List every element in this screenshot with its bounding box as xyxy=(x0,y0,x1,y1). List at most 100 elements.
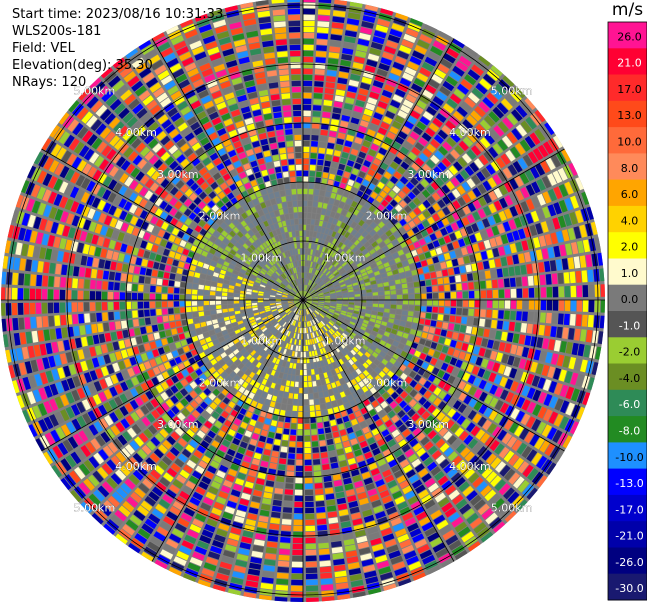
velocity-gate xyxy=(323,421,330,428)
velocity-gate xyxy=(525,198,535,211)
velocity-gate xyxy=(175,274,182,281)
velocity-gate xyxy=(338,358,344,365)
velocity-gate xyxy=(455,249,463,257)
velocity-gate xyxy=(397,501,408,511)
velocity-gate xyxy=(524,135,536,149)
velocity-gate xyxy=(316,278,321,284)
velocity-gate xyxy=(305,345,309,352)
velocity-gate xyxy=(324,294,330,297)
velocity-gate xyxy=(508,266,515,277)
velocity-gate xyxy=(344,354,351,361)
velocity-gate xyxy=(388,318,395,324)
velocity-gate xyxy=(344,276,350,281)
velocity-gate xyxy=(519,215,528,226)
velocity-gate xyxy=(504,300,511,309)
velocity-gate xyxy=(364,331,370,337)
velocity-gate xyxy=(306,294,311,298)
velocity-gate xyxy=(344,140,353,148)
velocity-gate xyxy=(366,289,372,293)
velocity-gate xyxy=(299,321,301,328)
velocity-gate xyxy=(381,199,389,207)
velocity-gate xyxy=(494,479,506,492)
velocity-gate xyxy=(348,192,356,200)
velocity-gate xyxy=(303,98,312,105)
velocity-gate xyxy=(311,435,318,441)
velocity-gate xyxy=(333,387,339,394)
velocity-gate xyxy=(395,387,404,395)
velocity-gate xyxy=(331,546,343,554)
velocity-gate xyxy=(487,177,497,188)
velocity-gate xyxy=(348,154,357,162)
velocity-gate xyxy=(325,378,330,384)
velocity-gate xyxy=(319,342,324,348)
velocity-gate xyxy=(267,431,275,439)
velocity-gate xyxy=(312,381,317,387)
velocity-gate xyxy=(320,572,333,579)
velocity-gate xyxy=(445,225,454,234)
velocity-gate xyxy=(424,235,432,244)
velocity-gate xyxy=(591,253,599,267)
velocity-gate xyxy=(318,147,326,154)
velocity-gate xyxy=(317,361,321,368)
velocity-gate xyxy=(471,263,478,272)
velocity-gate xyxy=(369,442,378,451)
velocity-gate xyxy=(348,304,354,308)
velocity-gate xyxy=(299,333,302,340)
velocity-gate xyxy=(358,219,365,227)
velocity-gate xyxy=(361,471,371,480)
velocity-gate xyxy=(168,308,174,315)
velocity-gate xyxy=(466,178,476,189)
velocity-gate xyxy=(423,390,432,399)
velocity-gate xyxy=(487,215,496,226)
velocity-gate xyxy=(361,114,371,122)
velocity-gate xyxy=(376,333,383,339)
velocity-gate xyxy=(293,525,303,532)
velocity-gate xyxy=(292,369,296,375)
velocity-gate xyxy=(333,199,340,207)
velocity-gate xyxy=(313,311,318,317)
velocity-gate xyxy=(530,361,538,373)
velocity-gate xyxy=(357,388,364,396)
velocity-gate xyxy=(296,459,303,466)
velocity-gate xyxy=(522,154,533,167)
velocity-gate xyxy=(304,285,306,291)
velocity-gate xyxy=(314,285,320,290)
velocity-gate xyxy=(400,161,410,170)
velocity-gate xyxy=(486,360,495,371)
velocity-gate xyxy=(343,477,352,485)
velocity-gate xyxy=(350,73,361,82)
velocity-gate xyxy=(355,99,365,108)
velocity-gate xyxy=(556,354,565,367)
velocity-gate xyxy=(273,439,281,446)
velocity-gate xyxy=(462,300,469,307)
velocity-gate xyxy=(392,120,402,130)
velocity-gate xyxy=(327,283,333,287)
velocity-gate xyxy=(441,558,454,568)
velocity-gate xyxy=(311,268,315,274)
velocity-gate xyxy=(390,264,397,270)
velocity-gate xyxy=(466,114,478,126)
velocity-gate xyxy=(305,495,314,502)
velocity-gate xyxy=(415,330,422,337)
elevation-label: Elevation(deg): 35.30 xyxy=(12,58,153,73)
velocity-gate xyxy=(349,244,356,250)
velocity-gate xyxy=(327,142,335,149)
velocity-gate xyxy=(476,171,486,182)
velocity-gate xyxy=(355,368,362,375)
velocity-gate xyxy=(101,302,108,311)
velocity-gate xyxy=(419,421,429,431)
velocity-gate xyxy=(320,274,325,279)
velocity-gate xyxy=(354,410,362,418)
velocity-gate xyxy=(541,424,552,438)
velocity-gate xyxy=(506,131,518,144)
velocity-gate xyxy=(420,306,426,312)
velocity-gate xyxy=(558,369,567,382)
velocity-gate xyxy=(401,315,407,321)
velocity-gate xyxy=(427,565,441,575)
velocity-gate xyxy=(442,322,449,330)
velocity-gate xyxy=(95,291,102,300)
velocity-gate xyxy=(516,288,523,298)
velocity-gate xyxy=(388,511,400,521)
velocity-gate xyxy=(351,279,358,284)
velocity-gate xyxy=(150,317,157,324)
